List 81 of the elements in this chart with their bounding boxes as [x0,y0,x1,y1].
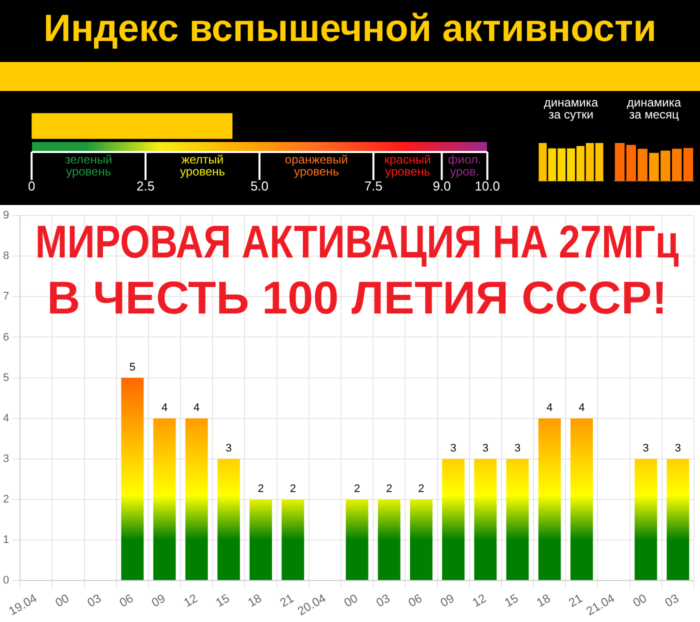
bar [614,143,625,181]
y-tick-label: 8 [2,250,10,262]
bar [410,499,432,580]
bar [153,418,176,580]
x-tick-label: 03 [662,590,682,610]
x-tick-label: 2.5 [136,178,155,194]
data-label: 4 [578,402,585,414]
x-tick-label: 21 [566,590,586,610]
x-tick-label: 00 [630,590,650,610]
x-tick-label: 7.5 [364,178,382,194]
bar [346,499,368,580]
x-tick-label: 09 [438,590,457,610]
y-tick-label: 1 [2,534,10,546]
bar [506,458,529,580]
y-tick-label: 2 [2,493,10,506]
y-tick-label: 7 [2,290,10,303]
text: красный уровень [384,152,431,178]
annotation: МИРОВАЯ АКТИВАЦИЯ НА 27МГц [35,216,679,268]
x-tick-label: 5.0 [250,178,269,194]
x-tick-label: 03 [374,590,393,610]
x-tick-label: 21 [277,590,296,610]
data-label: 2 [258,482,264,495]
chart-title: динамика за сутки [544,95,598,122]
data-label: 3 [450,442,456,454]
data-label: 3 [226,442,232,454]
x-tick-label: 00 [342,590,360,610]
data-label: 3 [482,442,488,454]
data-label: 4 [194,402,200,414]
bar [282,499,304,580]
data-label: 3 [642,442,649,454]
x-tick-label: 00 [52,590,72,610]
bar [217,458,240,580]
data-label: 2 [386,482,392,495]
bar [626,144,636,181]
text: зеленый уровень [64,152,112,178]
data-label: 4 [546,402,553,414]
y-tick-label: 3 [2,452,10,465]
text: фиол. уров. [448,152,482,178]
annotation: В ЧЕСТЬ 100 ЛЕТИЯ СССР! [46,271,668,324]
x-tick-label: 06 [117,590,136,610]
x-tick-label: 12 [470,590,489,610]
bar [666,458,690,580]
bar [672,148,682,181]
y-tick-label: 0 [2,574,10,587]
bar [185,418,208,580]
bar [638,148,648,181]
data-label: 3 [514,442,521,454]
x-tick-label: 0 [28,178,36,194]
text: оранжевый уровень [284,152,348,178]
chart-title: Индекс вспышечной активности [42,7,658,52]
x-tick-label: 18 [245,590,264,610]
x-tick-label: 15 [502,590,521,610]
x-tick-label: 06 [406,590,425,610]
x-tick-label: 18 [534,590,554,610]
x-tick-label: 03 [84,590,104,610]
data-label: 4 [161,402,168,414]
text: желтый уровень [180,152,226,178]
data-label: 2 [418,482,424,495]
bar [570,418,593,580]
bar [474,458,497,580]
chart-title: динамика за месяц [626,95,682,122]
bar [250,499,272,580]
bar [121,378,144,580]
data-label: 5 [129,361,136,374]
y-tick-label: 9 [2,210,10,222]
x-tick-label: 12 [181,590,200,610]
bar [378,499,400,580]
x-tick-label: 09 [149,590,168,610]
y-tick-label: 4 [2,412,10,424]
bar [634,458,658,580]
data-label: 2 [290,482,296,495]
x-tick-label: 10.0 [474,178,500,194]
data-label: 3 [674,442,682,454]
x-tick-label: 15 [213,590,232,610]
data-label: 2 [354,482,360,495]
bar [442,458,465,580]
bar [538,418,561,580]
x-tick-label: 9.0 [432,178,451,194]
y-tick-label: 5 [2,372,10,384]
y-tick-label: 6 [2,331,10,344]
bar [683,148,694,181]
